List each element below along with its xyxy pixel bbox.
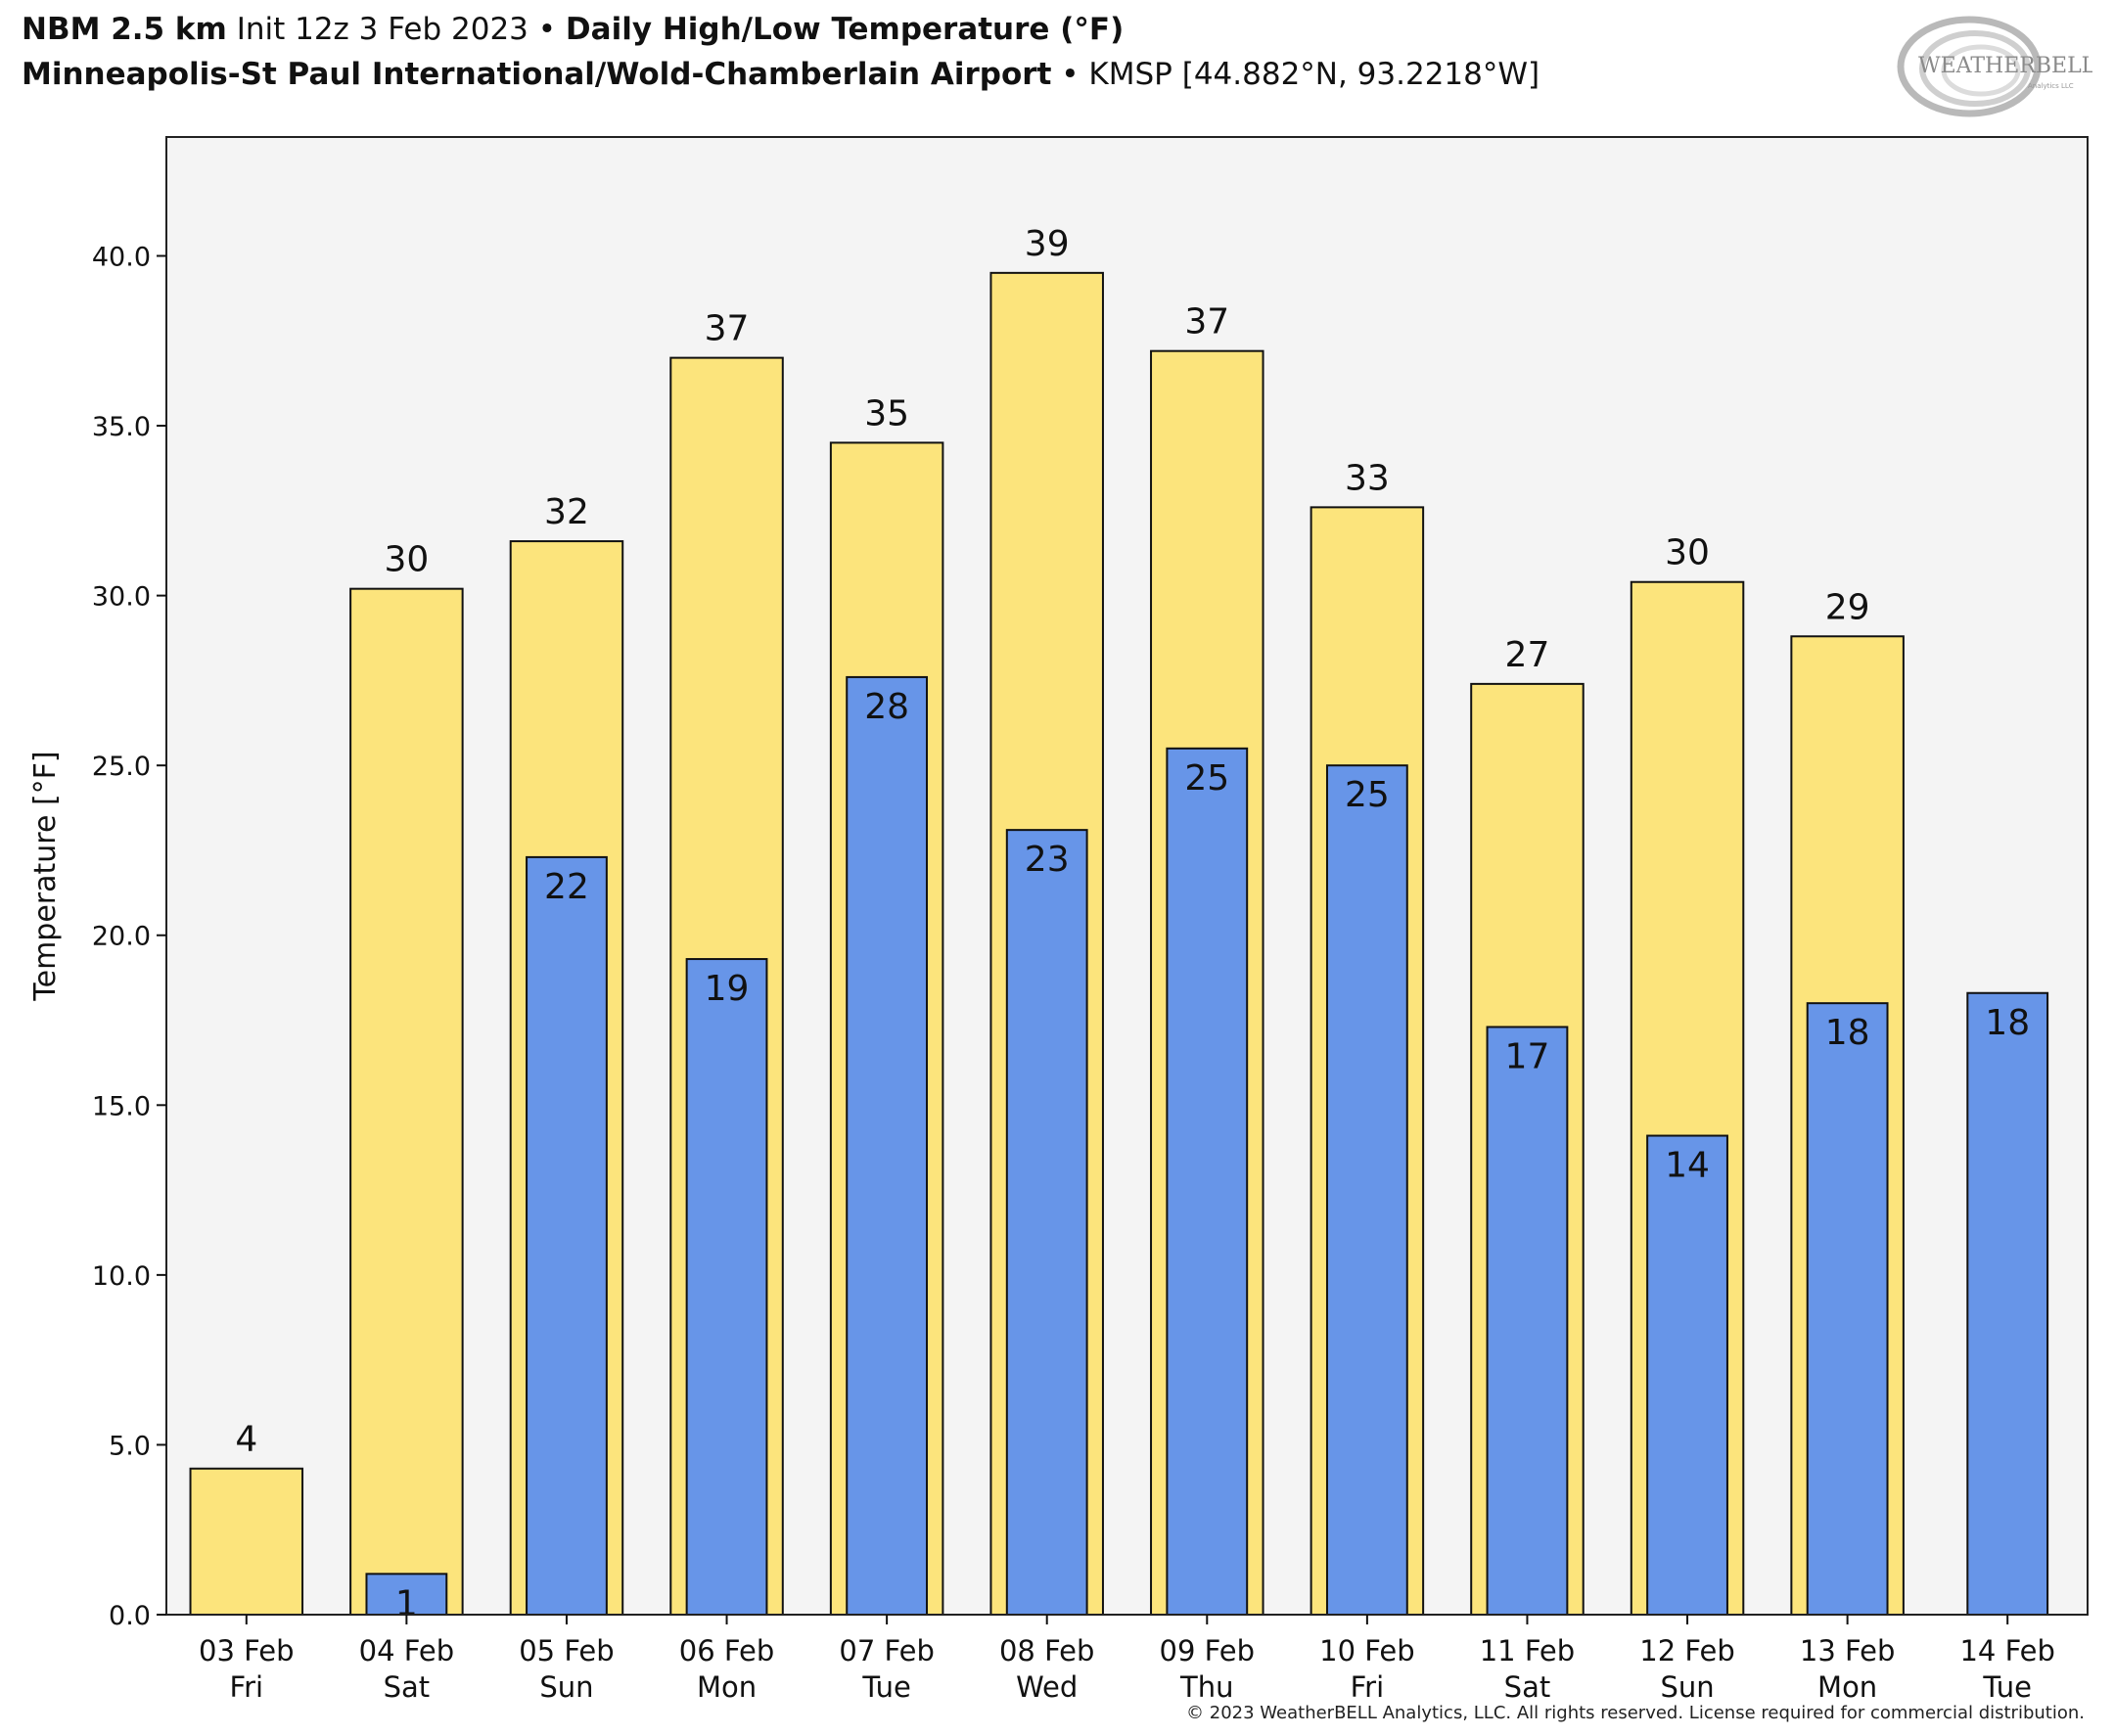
- high-bar: [189, 1467, 304, 1616]
- x-tick-label-day: Fri: [230, 1670, 264, 1704]
- low-bar: [1646, 1134, 1728, 1617]
- y-tick-label: 0.0: [109, 1601, 151, 1631]
- x-tick-label-day: Fri: [1351, 1670, 1385, 1704]
- high-bar: [349, 587, 464, 1617]
- low-value-label: 22: [544, 867, 589, 907]
- chart-title-line-2: Minneapolis-St Paul International/Wold-C…: [22, 57, 1540, 92]
- x-tick-label-date: 14 Feb: [1959, 1634, 2054, 1667]
- high-value-label: 37: [1184, 302, 1229, 343]
- x-tick-label-date: 06 Feb: [679, 1634, 774, 1667]
- low-bar: [526, 855, 608, 1616]
- low-value-label: 25: [1184, 758, 1229, 799]
- low-value-label: 17: [1505, 1036, 1550, 1076]
- low-bar: [1806, 1002, 1889, 1616]
- x-tick-label-date: 03 Feb: [199, 1634, 294, 1667]
- low-bar: [1166, 747, 1249, 1616]
- y-tick-label: 15.0: [92, 1091, 151, 1121]
- low-value-label: 23: [1025, 840, 1070, 880]
- chart-title-line-1: NBM 2.5 km Init 12z 3 Feb 2023 • Daily H…: [22, 12, 1124, 47]
- high-value-label: 39: [1025, 224, 1070, 264]
- y-tick-label: 30.0: [92, 582, 151, 613]
- low-value-label: 28: [864, 687, 909, 727]
- x-tick-label-date: 13 Feb: [1800, 1634, 1895, 1667]
- init-time: Init 12z 3 Feb 2023: [236, 12, 528, 47]
- copyright-notice: © 2023 WeatherBELL Analytics, LLC. All r…: [1186, 1703, 2085, 1723]
- high-value-label: 35: [864, 393, 909, 434]
- title-separator: •: [537, 12, 557, 47]
- high-value-label: 30: [384, 540, 429, 580]
- bar-value-labels: 4301322237193528392337253325271730142918…: [235, 224, 2030, 1623]
- y-tick-label: 10.0: [92, 1261, 151, 1292]
- x-tick-label-day: Sat: [384, 1670, 431, 1704]
- low-value-label: 18: [1825, 1013, 1870, 1053]
- low-value-label: 25: [1345, 775, 1390, 815]
- x-tick-label-date: 09 Feb: [1160, 1634, 1255, 1667]
- low-value-label: 19: [705, 969, 750, 1009]
- x-tick-label-date: 11 Feb: [1480, 1634, 1575, 1667]
- x-tick-label-day: Mon: [1817, 1670, 1877, 1704]
- low-bar: [1005, 829, 1088, 1616]
- high-value-label: 4: [235, 1420, 257, 1460]
- x-tick-label-date: 04 Feb: [359, 1634, 454, 1667]
- y-tick-label: 35.0: [92, 412, 151, 442]
- high-value-label: 33: [1345, 458, 1390, 498]
- x-tick-label-day: Sun: [1660, 1670, 1714, 1704]
- x-tick-label-day: Wed: [1016, 1670, 1078, 1704]
- x-tick-label-date: 12 Feb: [1639, 1634, 1734, 1667]
- plot-frame: [165, 136, 2089, 1616]
- high-value-label: 27: [1505, 635, 1550, 675]
- y-tick-label: 40.0: [92, 242, 151, 272]
- high-value-label: 29: [1825, 587, 1870, 627]
- logo-text: WEATHERBELL: [1918, 54, 2092, 78]
- low-temperature-bars: [365, 675, 2049, 1617]
- product-name: Daily High/Low Temperature (°F): [565, 12, 1125, 47]
- low-value-label: 14: [1665, 1146, 1710, 1186]
- x-tick-label-day: Mon: [697, 1670, 757, 1704]
- x-tick-label-day: Sat: [1504, 1670, 1551, 1704]
- logo-subtext: Analytics LLC: [2028, 82, 2074, 90]
- title-separator: •: [1061, 57, 1080, 92]
- low-bar: [846, 675, 929, 1616]
- x-tick-label-date: 10 Feb: [1319, 1634, 1414, 1667]
- y-tick-label: 20.0: [92, 922, 151, 952]
- low-bar: [1486, 1026, 1569, 1617]
- low-bar: [1325, 764, 1408, 1616]
- x-tick-label-day: Sun: [539, 1670, 593, 1704]
- station-name: Minneapolis-St Paul International/Wold-C…: [22, 57, 1052, 92]
- y-tick-label: 5.0: [109, 1431, 151, 1461]
- x-tick-label-day: Tue: [1982, 1670, 2032, 1704]
- y-axis-label: Temperature [°F]: [28, 751, 63, 1001]
- y-tick-label: 25.0: [92, 752, 151, 782]
- high-value-label: 30: [1665, 533, 1710, 573]
- station-id: KMSP [44.882°N, 93.2218°W]: [1088, 57, 1540, 92]
- x-tick-label-date: 05 Feb: [519, 1634, 614, 1667]
- model-name: NBM 2.5 km: [22, 12, 227, 47]
- y-axis: 0.0 5.0 10.0 15.0 20.0 25.0 30.0 35.0 40.0: [92, 242, 166, 1631]
- x-tick-label-day: Tue: [861, 1670, 911, 1704]
- x-tick-label-date: 07 Feb: [839, 1634, 934, 1667]
- low-value-label: 18: [1985, 1003, 2030, 1043]
- x-tick-label-day: Thu: [1179, 1670, 1233, 1704]
- low-bar: [365, 1573, 448, 1617]
- high-value-label: 37: [705, 309, 750, 349]
- weatherbell-logo: WEATHERBELL Analytics LLC: [1897, 16, 2092, 117]
- low-bar: [1966, 991, 2049, 1616]
- x-tick-label-date: 08 Feb: [999, 1634, 1094, 1667]
- plot-area: [166, 137, 2088, 1615]
- high-value-label: 32: [544, 492, 589, 532]
- low-bar: [685, 958, 768, 1616]
